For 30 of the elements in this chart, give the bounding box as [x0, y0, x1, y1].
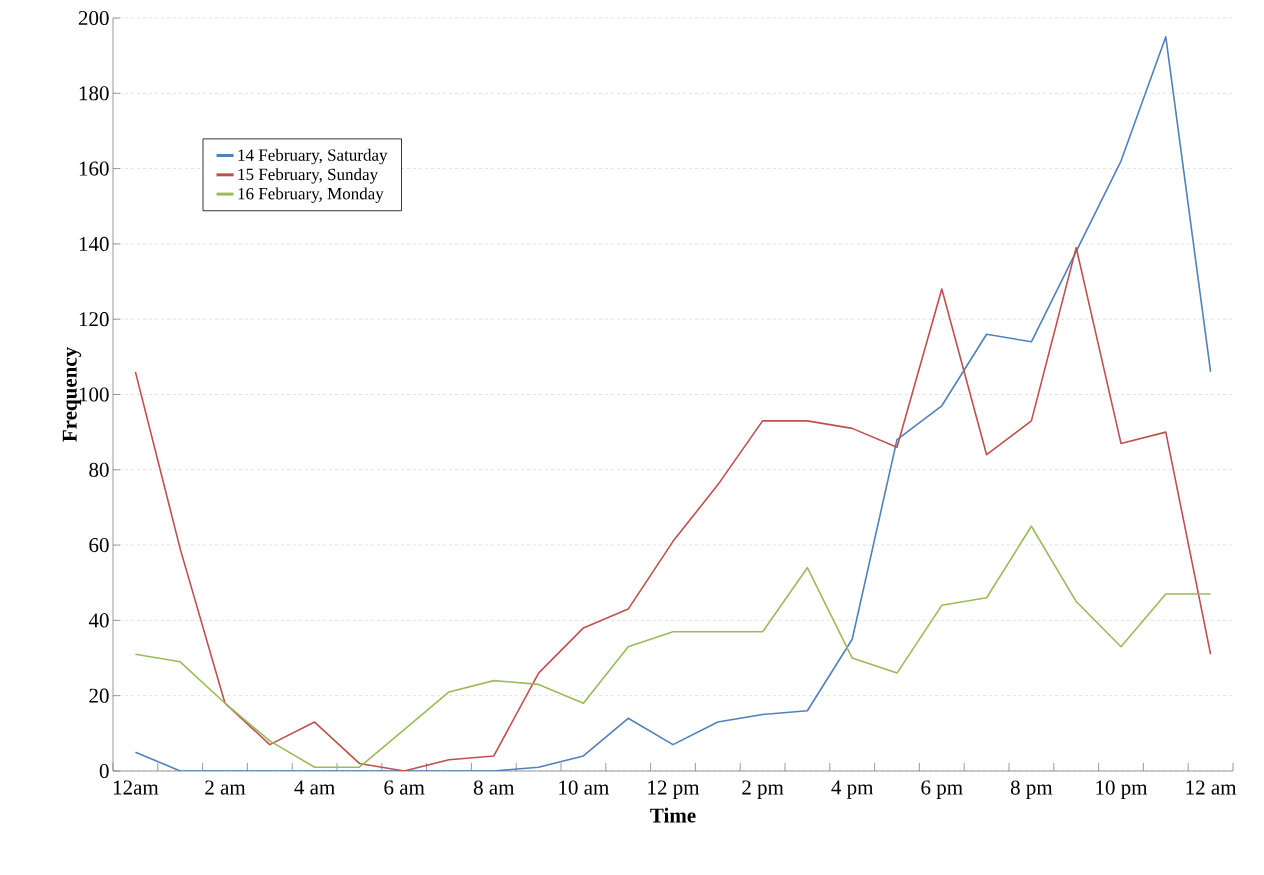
x-tick-label: 10 am [559, 780, 610, 795]
y-tick-label: 80 [89, 462, 109, 477]
y-axis-title: Frequency [62, 347, 82, 442]
x-tick-label: 4 am [294, 780, 335, 795]
x-tick-label: 4 pm [831, 780, 874, 799]
x-tick-label: 8 am [473, 780, 515, 795]
x-tick-label: 2 pm [742, 780, 784, 799]
x-axis-title: Time [650, 807, 696, 823]
line-series [134, 246, 1212, 771]
y-tick-label: 140 [79, 236, 109, 251]
x-tick-label: 8 pm [1010, 780, 1053, 799]
legend-label: 15 February, Sunday [238, 168, 379, 184]
y-tick-label: 100 [79, 387, 109, 402]
x-tick-label: 10 pm [1096, 780, 1148, 799]
x-tick-label: 12am [113, 780, 159, 795]
x-tick-label: 12 pm [648, 780, 700, 799]
y-tick-label: 20 [89, 688, 109, 703]
y-tick-label: 180 [79, 86, 109, 101]
y-tick-label: 160 [79, 161, 109, 176]
legend-label: 16 February, Monday [238, 187, 384, 203]
y-tick-label: 60 [89, 538, 109, 553]
y-tick-label: 40 [88, 613, 109, 628]
y-tick-label: 120 [79, 312, 109, 327]
x-tick-label: 2 am [205, 780, 246, 795]
y-tick-label: 0 [99, 763, 109, 779]
legend-label: 14 February, Saturday [238, 148, 388, 165]
x-tick-label: 12 am [1186, 780, 1237, 795]
x-tick-label: 6 pm [921, 780, 963, 799]
x-tick-label: 6 am [384, 780, 425, 795]
y-tick-label: 200 [78, 10, 109, 26]
